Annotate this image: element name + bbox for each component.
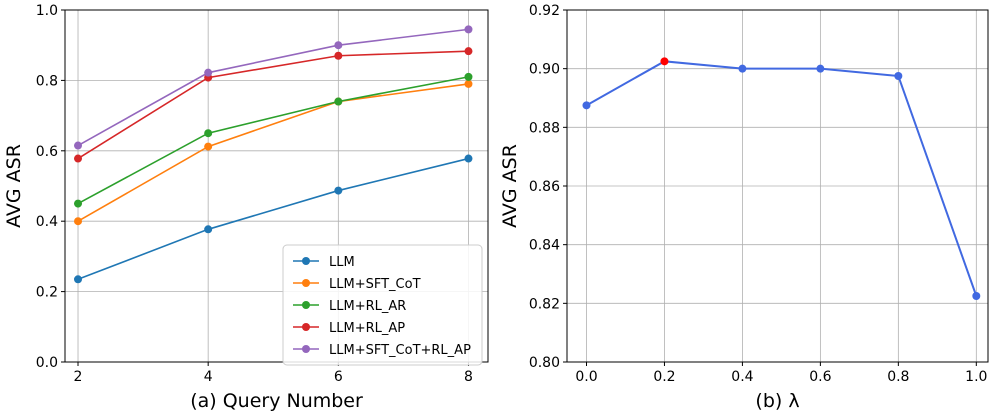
data-point <box>464 79 473 88</box>
data-point <box>204 68 213 77</box>
legend-label: LLM <box>329 255 355 270</box>
legend-swatch-marker <box>302 279 310 287</box>
x-tick-label: 1.0 <box>965 369 987 385</box>
chart-panel-a: 2 4 6 8 0.0 0.2 0.4 0.6 0.8 1.0 (a) Query Number AV… <box>3 3 489 412</box>
highlight-point <box>660 57 669 66</box>
data-point <box>334 51 343 60</box>
data-point <box>972 292 981 300</box>
y-tick-label: 0.90 <box>529 62 560 78</box>
data-point <box>894 72 903 80</box>
data-point <box>74 217 83 226</box>
legend-label: LLM+RL_AR <box>329 299 406 314</box>
series-line-0 <box>77 157 469 281</box>
x-tick-label: 0.2 <box>653 369 675 385</box>
data-point <box>738 64 747 73</box>
y-axis-label: AVG ASR <box>3 144 25 228</box>
data-point <box>464 47 473 56</box>
data-point <box>74 199 83 208</box>
series-line-2 <box>77 76 469 205</box>
y-tick-label: 1.0 <box>36 3 58 19</box>
x-tick-label: 0.8 <box>887 369 909 385</box>
legend-label: LLM+SFT_CoT+RL_AP <box>329 343 471 358</box>
data-point <box>204 129 213 138</box>
x-tick-label: 2 <box>74 369 83 385</box>
x-axis-label: (b) λ <box>755 390 799 412</box>
series-line-4 <box>77 28 469 147</box>
series-line-3 <box>77 50 469 160</box>
y-tick-label: 0.84 <box>529 238 560 254</box>
y-tick-label: 0.2 <box>36 285 58 301</box>
y-tick-label: 0.80 <box>529 355 560 371</box>
series-line-0 <box>585 60 978 297</box>
data-point <box>204 142 213 151</box>
data-point <box>334 97 343 106</box>
data-point <box>582 101 591 110</box>
y-tick-label: 0.92 <box>529 3 560 19</box>
y-tick-label: 0.88 <box>529 120 560 136</box>
legend-label: LLM+RL_AP <box>329 321 405 336</box>
data-point <box>74 275 83 284</box>
data-point <box>464 154 473 163</box>
legend-swatch-marker <box>302 345 310 353</box>
legend-box <box>282 244 483 366</box>
y-tick-label: 0.0 <box>36 355 58 371</box>
data-point <box>204 225 213 234</box>
data-point <box>334 186 343 195</box>
data-point <box>464 72 473 81</box>
y-tick-label: 0.8 <box>36 73 58 89</box>
y-tick-label: 0.4 <box>36 214 58 230</box>
series-line-1 <box>77 83 469 222</box>
chart-panel-b: 0.0 0.2 0.4 0.6 0.8 1.0 0.80 0.82 0.84 0.86 0.88 0.… <box>499 3 989 412</box>
legend-label: LLM+SFT_CoT <box>329 277 421 292</box>
plot-frame <box>64 9 489 363</box>
legend-swatch-marker <box>302 257 310 265</box>
data-point <box>74 154 83 163</box>
x-tick-label: 0.6 <box>809 369 831 385</box>
data-point <box>816 64 825 73</box>
data-point <box>464 25 473 34</box>
y-tick-label: 0.82 <box>529 296 560 312</box>
data-point <box>74 141 83 150</box>
legend-swatch-marker <box>302 301 310 309</box>
x-tick-label: 4 <box>204 369 213 385</box>
legend-swatch-marker <box>302 323 310 331</box>
data-point <box>334 41 343 50</box>
x-tick-label: 6 <box>334 369 343 385</box>
x-tick-label: 0.4 <box>731 369 753 385</box>
y-axis-label: AVG ASR <box>499 144 521 228</box>
legend: LLM LLM+SFT_CoT LLM+RL_AR LLM+RL_AP LLM+SFT_… <box>282 244 483 366</box>
y-tick-label: 0.86 <box>529 179 560 195</box>
x-axis-label: (a) Query Number <box>190 390 363 412</box>
x-tick-label: 0.0 <box>575 369 597 385</box>
y-tick-label: 0.6 <box>36 144 58 160</box>
x-tick-label: 8 <box>464 369 473 385</box>
